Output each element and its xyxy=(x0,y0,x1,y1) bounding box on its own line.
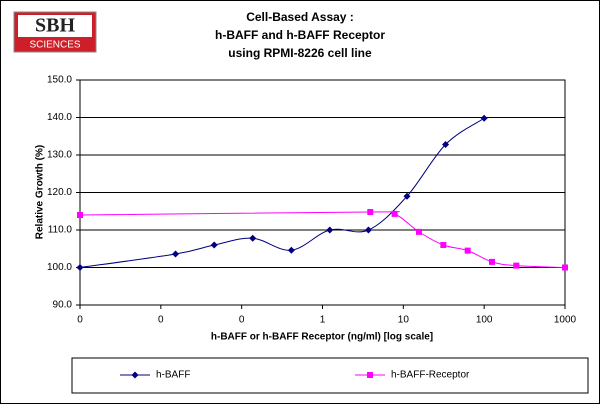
chart-title: h-BAFF and h-BAFF Receptor xyxy=(215,28,385,42)
y-tick-label: 130.0 xyxy=(47,150,72,161)
y-tick-label: 140.0 xyxy=(47,112,72,123)
marker xyxy=(249,234,257,242)
x-tick-label: 1000 xyxy=(554,315,577,326)
marker xyxy=(77,212,83,218)
legend-marker xyxy=(367,372,373,378)
x-tick-label: 1 xyxy=(320,315,326,326)
marker xyxy=(172,250,180,258)
logo-name: SBH xyxy=(35,15,75,37)
marker xyxy=(287,246,295,254)
chart-title: using RPMI-8226 cell line xyxy=(228,46,372,60)
logo-sub: SCIENCES xyxy=(29,40,80,51)
y-tick-label: 90.0 xyxy=(53,300,73,311)
y-tick-label: 110.0 xyxy=(48,225,73,236)
x-tick-label: 0 xyxy=(158,315,164,326)
series-line xyxy=(79,211,566,268)
marker xyxy=(367,209,374,215)
marker xyxy=(440,242,447,248)
x-tick-label: 0 xyxy=(239,315,245,326)
marker xyxy=(562,264,568,271)
chart-title: Cell-Based Assay : xyxy=(246,10,354,24)
marker xyxy=(480,114,488,122)
x-tick-label: 100 xyxy=(476,315,493,326)
marker xyxy=(464,247,471,254)
y-tick-label: 150.0 xyxy=(47,75,72,86)
legend-label: h-BAFF-Receptor xyxy=(391,370,470,381)
x-tick-label: 0 xyxy=(77,315,83,326)
legend-marker xyxy=(131,371,139,379)
y-tick-label: 120.0 xyxy=(47,187,72,198)
y-tick-label: 100.0 xyxy=(47,262,72,273)
marker xyxy=(415,228,422,235)
marker xyxy=(364,226,372,234)
logo-inner xyxy=(18,15,92,37)
marker xyxy=(210,241,218,249)
marker xyxy=(391,210,398,217)
marker xyxy=(513,262,520,269)
marker xyxy=(403,192,411,200)
x-axis-label: h-BAFF or h-BAFF Receptor (ng/ml) [log s… xyxy=(211,332,433,343)
marker xyxy=(442,141,450,148)
marker xyxy=(76,264,84,271)
y-axis-label: Relative Growth (%) xyxy=(35,145,46,239)
series-line xyxy=(79,117,485,268)
marker xyxy=(489,258,496,265)
legend-box xyxy=(71,357,589,394)
marker xyxy=(326,226,334,234)
x-tick-label: 10 xyxy=(398,315,410,326)
legend-label: h-BAFF xyxy=(156,370,190,381)
